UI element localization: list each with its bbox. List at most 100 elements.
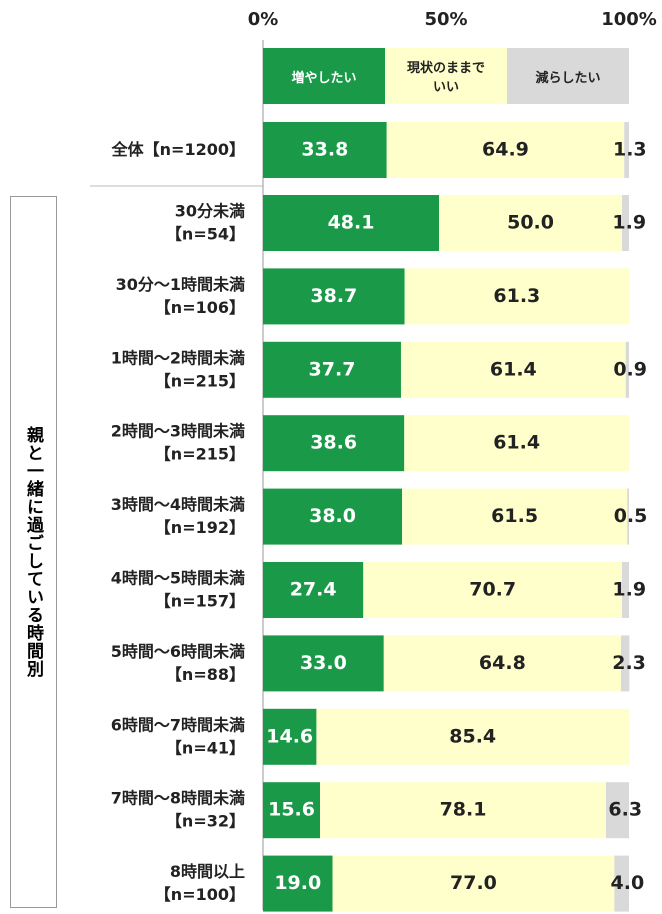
value-label: 70.7 bbox=[469, 579, 516, 601]
category-line: 3時間～4時間未満 bbox=[111, 495, 245, 514]
category-label: 2時間～3時間未満【n=215】 bbox=[111, 421, 245, 463]
bar-segment bbox=[263, 855, 333, 912]
value-label: 78.1 bbox=[440, 799, 487, 821]
category-label: 5時間～6時間未満【n=88】 bbox=[111, 641, 245, 683]
category-line: 5時間～6時間未満 bbox=[111, 641, 245, 660]
legend-item: 増やしたい bbox=[263, 48, 385, 104]
bar-segment bbox=[386, 122, 625, 178]
bar-segment bbox=[363, 562, 623, 618]
category-line: 6時間～7時間未満 bbox=[111, 715, 245, 734]
bar-segment bbox=[263, 341, 401, 398]
category-label: 30分未満【n=54】 bbox=[166, 201, 245, 243]
category-line: 【n=157】 bbox=[155, 591, 245, 610]
bar-segment bbox=[624, 122, 629, 178]
category-line: 1時間～2時間未満 bbox=[111, 348, 245, 367]
value-label: 61.3 bbox=[493, 285, 540, 307]
value-label: 6.3 bbox=[608, 799, 642, 821]
category-line: 30分未満 bbox=[175, 201, 245, 220]
value-label: 38.7 bbox=[310, 285, 357, 307]
category-line: 7時間～8時間未満 bbox=[111, 788, 245, 807]
bar-segment bbox=[263, 488, 403, 545]
category-line: 【n=106】 bbox=[155, 297, 245, 316]
category-label: 7時間～8時間未満【n=32】 bbox=[111, 788, 245, 830]
bar-segment bbox=[332, 855, 615, 912]
bar-segment bbox=[622, 562, 629, 618]
category-line: 2時間～3時間未満 bbox=[111, 421, 245, 440]
value-label: 27.4 bbox=[290, 579, 337, 601]
value-label: 1.9 bbox=[612, 579, 646, 601]
bar-segment bbox=[402, 488, 628, 545]
value-label: 61.4 bbox=[493, 432, 540, 454]
x-tick-label: 50% bbox=[424, 9, 467, 30]
x-tick-label: 100% bbox=[601, 9, 657, 30]
bar-segment bbox=[620, 635, 630, 692]
bar-segment bbox=[263, 782, 321, 839]
category-label: 8時間以上【n=100】 bbox=[155, 862, 245, 904]
legend-label: 現状のままでいい bbox=[406, 61, 485, 95]
category-line: 【n=54】 bbox=[166, 224, 245, 243]
bar-segment bbox=[627, 488, 629, 545]
bar-segment bbox=[263, 635, 384, 692]
bar-segment bbox=[625, 341, 629, 398]
category-label: 3時間～4時間未満【n=192】 bbox=[111, 495, 245, 537]
value-label: 33.8 bbox=[301, 139, 348, 161]
bar-segment bbox=[263, 195, 440, 251]
bar-segment bbox=[400, 341, 626, 398]
category-line: 【n=32】 bbox=[166, 811, 245, 830]
category-line: 【n=192】 bbox=[155, 518, 245, 537]
bar-segment bbox=[263, 415, 405, 472]
value-label: 61.4 bbox=[490, 358, 537, 380]
bar-segment bbox=[263, 122, 387, 178]
bar-segment bbox=[439, 195, 623, 251]
group-box: 親と一緒に過ごしている時間別 bbox=[10, 196, 57, 908]
category-label: 6時間～7時間未満【n=41】 bbox=[111, 715, 245, 757]
bar-segment bbox=[622, 195, 629, 251]
value-label: 0.5 bbox=[614, 505, 648, 527]
value-label: 37.7 bbox=[309, 358, 356, 380]
value-label: 4.0 bbox=[611, 872, 645, 894]
value-label: 19.0 bbox=[274, 872, 321, 894]
category-label: 30分～1時間未満【n=106】 bbox=[116, 274, 245, 316]
value-label: 1.9 bbox=[612, 212, 646, 234]
value-label: 14.6 bbox=[266, 725, 313, 747]
category-line: 4時間～5時間未満 bbox=[111, 568, 245, 587]
value-label: 2.3 bbox=[612, 652, 646, 674]
value-label: 61.5 bbox=[491, 505, 538, 527]
bar-segment bbox=[404, 268, 629, 325]
value-label: 50.0 bbox=[507, 212, 554, 234]
category-line: 全体【n=1200】 bbox=[111, 140, 245, 159]
category-label: 4時間～5時間未満【n=157】 bbox=[111, 568, 245, 610]
bar-segment bbox=[263, 708, 317, 765]
value-label: 1.3 bbox=[613, 139, 647, 161]
category-line: 30分～1時間未満 bbox=[116, 274, 245, 293]
value-label: 48.1 bbox=[328, 212, 375, 234]
bar-segment bbox=[263, 268, 405, 325]
bar-segment bbox=[263, 562, 364, 618]
category-label: 1時間～2時間未満【n=215】 bbox=[111, 348, 245, 390]
value-label: 64.9 bbox=[482, 139, 529, 161]
value-label: 38.6 bbox=[310, 432, 357, 454]
bar-segment bbox=[316, 708, 629, 765]
category-line: 【n=88】 bbox=[166, 664, 245, 683]
value-label: 33.0 bbox=[300, 652, 347, 674]
category-line: 【n=100】 bbox=[155, 885, 245, 904]
bar-segment bbox=[320, 782, 606, 839]
legend-item: 現状のままでいい bbox=[385, 48, 507, 104]
category-line: 8時間以上 bbox=[170, 862, 245, 881]
bar-segment bbox=[404, 415, 629, 472]
category-label: 全体【n=1200】 bbox=[111, 140, 245, 159]
legend-label: 増やしたい bbox=[291, 70, 357, 86]
bar-segment bbox=[605, 782, 629, 839]
value-label: 85.4 bbox=[449, 725, 496, 747]
legend-item: 減らしたい bbox=[507, 48, 629, 104]
bar-segment bbox=[614, 855, 629, 912]
value-label: 0.9 bbox=[613, 358, 647, 380]
legend-label: 減らしたい bbox=[535, 70, 601, 86]
category-line: 【n=41】 bbox=[166, 738, 245, 757]
bar-segment bbox=[383, 635, 621, 692]
value-label: 77.0 bbox=[450, 872, 497, 894]
value-label: 64.8 bbox=[479, 652, 526, 674]
value-label: 38.0 bbox=[309, 505, 356, 527]
